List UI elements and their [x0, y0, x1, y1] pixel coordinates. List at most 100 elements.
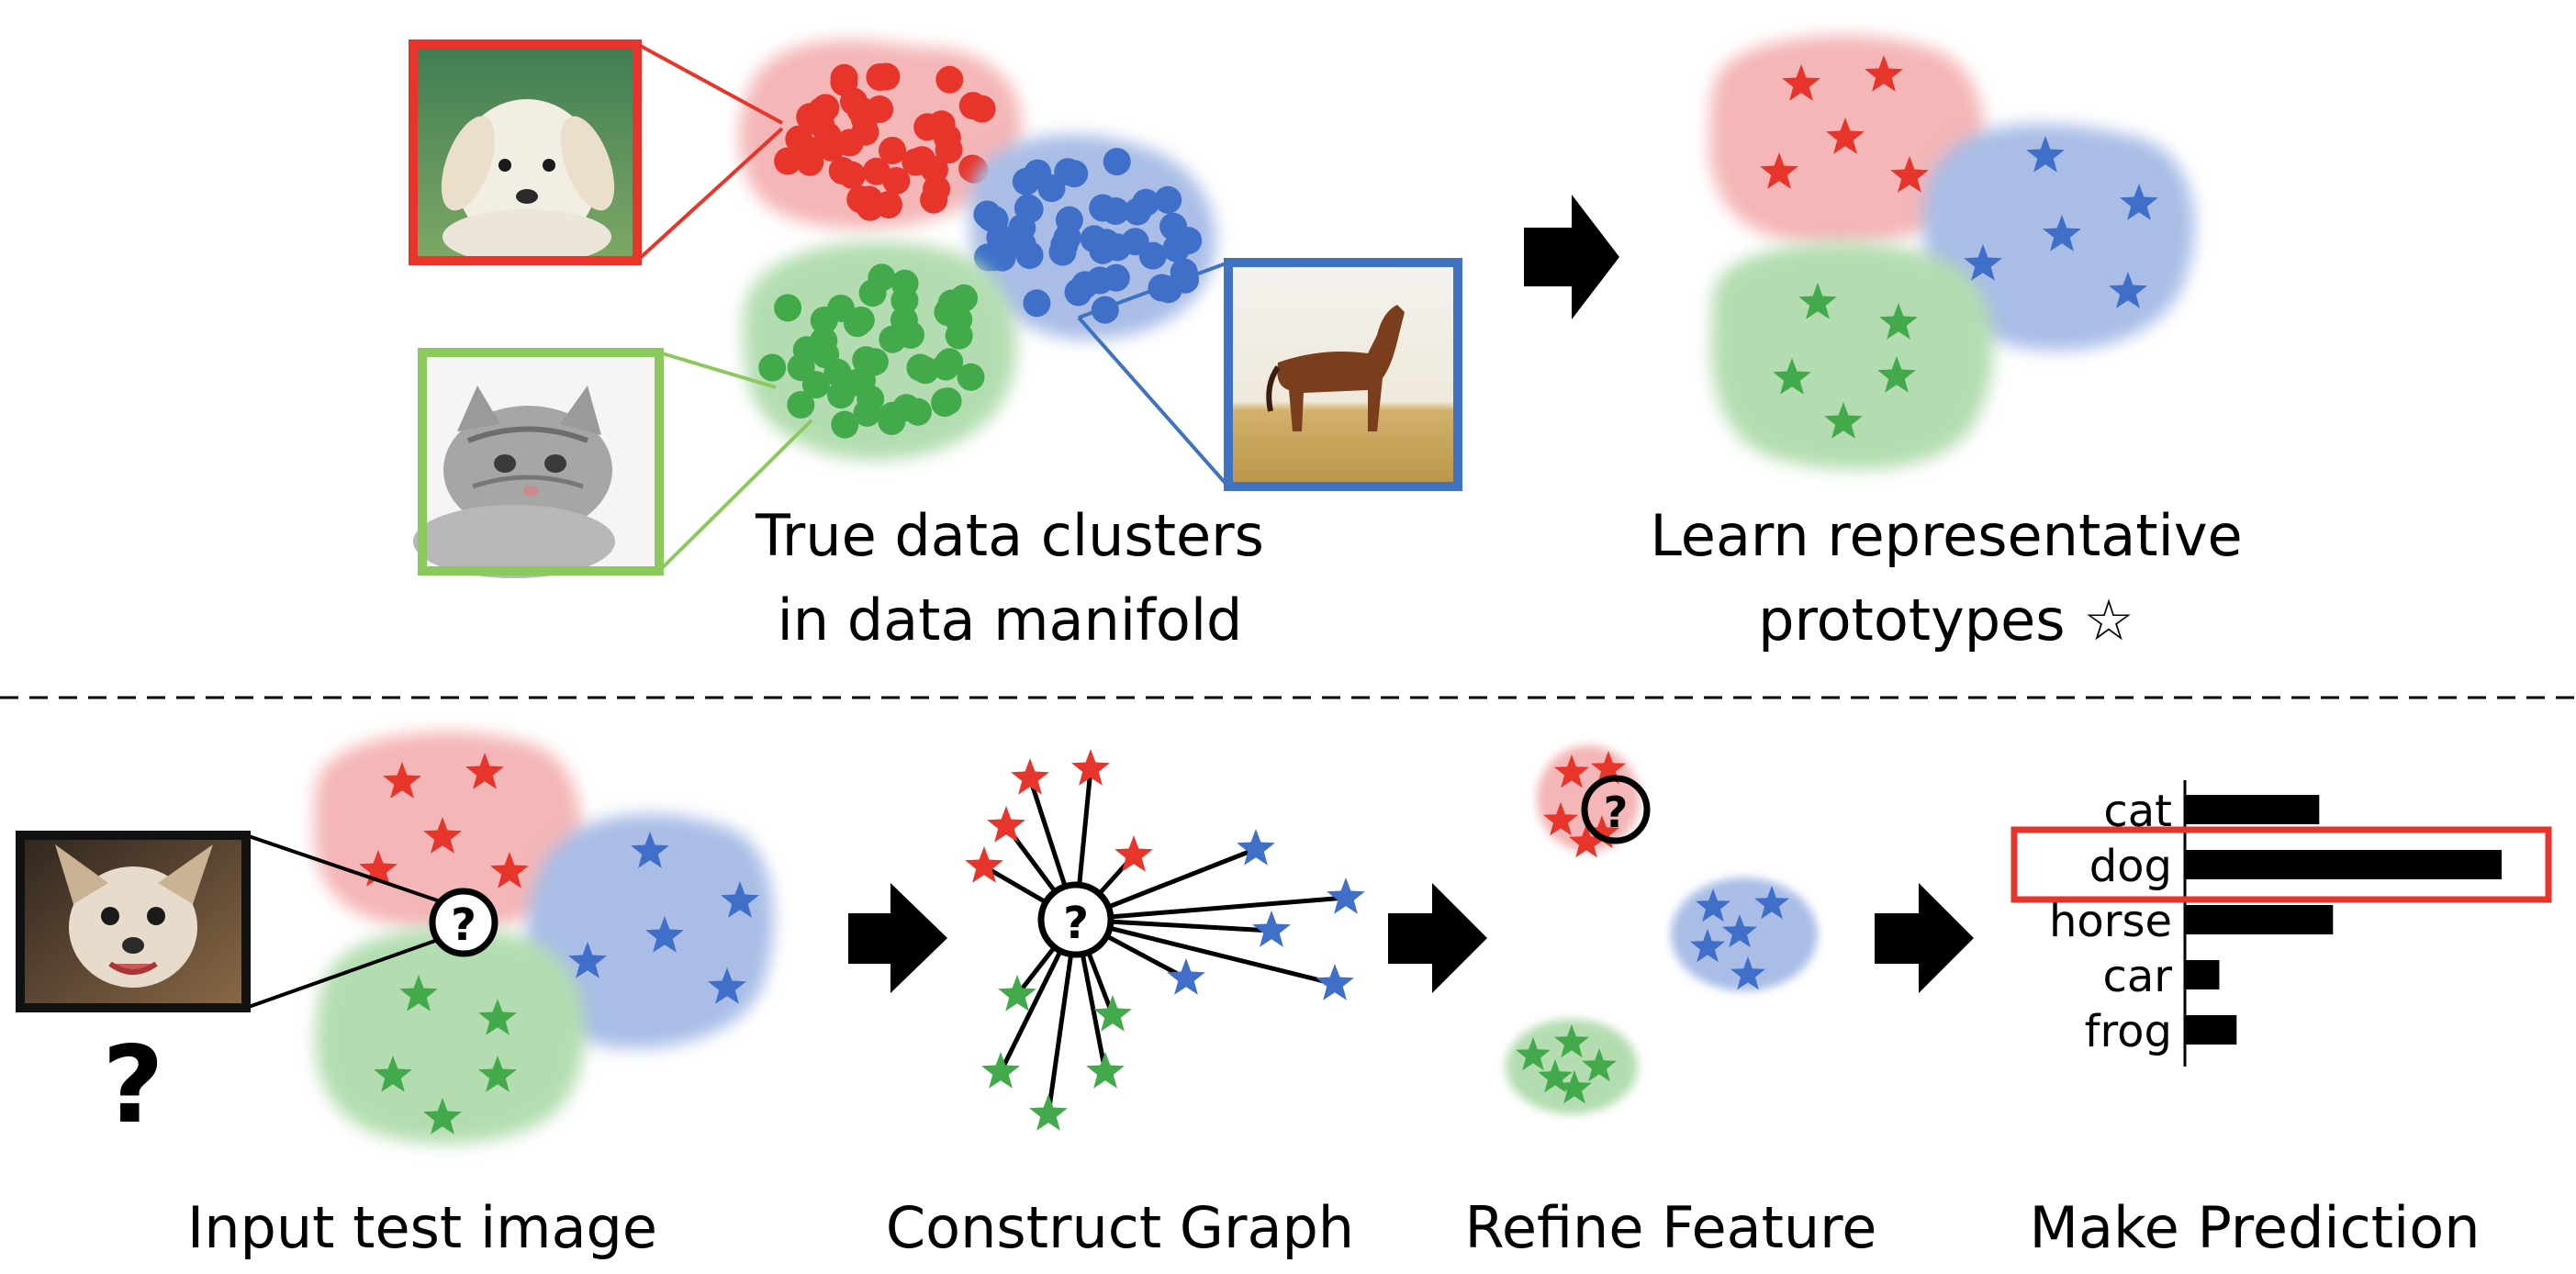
blue-star: [1696, 888, 1730, 922]
green-dot: [810, 327, 838, 355]
blue-star: [568, 942, 607, 978]
step-label-predict: Make Prediction: [2029, 1194, 2481, 1261]
green-dot: [787, 353, 815, 382]
bar-cat: [2185, 795, 2320, 824]
top-prototype-clusters: [1708, 35, 2195, 470]
green-star: [1557, 1070, 1592, 1104]
kitten-photo-icon: [413, 348, 664, 578]
red-dot: [812, 94, 840, 122]
red-star: [1585, 815, 1619, 849]
green-star: [1516, 1037, 1551, 1071]
blue-dot: [1089, 194, 1117, 222]
red-dot: [851, 117, 879, 146]
blue-dot: [1015, 241, 1044, 269]
graph-edge: [1075, 895, 1347, 922]
graph-star: [1316, 964, 1354, 1000]
red-dot: [902, 148, 930, 176]
test-photo-connector-lines: [245, 833, 449, 1010]
red-dot-points: [774, 62, 996, 221]
tick-label-horse: horse: [2049, 896, 2172, 947]
green-dot: [950, 284, 978, 312]
tick-label-car: car: [2102, 951, 2172, 1002]
blue-dot: [1154, 185, 1182, 214]
graph-star: [965, 846, 1003, 883]
blue-dot: [974, 243, 1002, 272]
graph-star: [1071, 749, 1110, 786]
red-star: [1782, 64, 1820, 101]
green-dot: [879, 401, 907, 430]
top-prototype-stars: [1760, 55, 2158, 439]
green-dot: [912, 356, 939, 385]
blue-star: [1754, 886, 1789, 920]
red-star: [1591, 751, 1626, 785]
bar-horse: [2185, 905, 2334, 934]
green-dot: [931, 387, 959, 416]
blue-dot: [1159, 212, 1188, 240]
red-star: [383, 762, 421, 799]
green-star: [478, 1056, 517, 1092]
green-star: [1538, 1059, 1573, 1093]
blue-star: [631, 832, 669, 868]
green-star: [399, 975, 438, 1011]
red-star: [1569, 824, 1604, 858]
input-prototype-stars: [359, 753, 759, 1134]
top-red-cluster: [739, 39, 1022, 229]
green-dot: [890, 269, 919, 297]
step-label-refine: Refine Feature: [1464, 1194, 1877, 1261]
green-dot: [945, 306, 973, 333]
blue-dot: [1060, 160, 1089, 188]
green-dot: [935, 348, 964, 376]
red-star: [490, 852, 529, 888]
right-arrow-icon: [1524, 195, 1619, 319]
red-star: [1543, 802, 1578, 836]
green-dot: [774, 294, 802, 322]
blue-dot: [1050, 230, 1079, 259]
blue-dot: [1008, 214, 1036, 241]
blue-dot-points: [973, 148, 1203, 324]
graph-star: [1252, 911, 1291, 947]
refined-test-node: [1581, 775, 1651, 844]
red-dot: [923, 174, 951, 203]
blue-dot: [1138, 241, 1167, 270]
graph-star: [1093, 995, 1132, 1032]
test-node-mark: ?: [451, 900, 476, 951]
top-green-cluster: [743, 241, 1017, 461]
graph-star: [1237, 829, 1275, 866]
blue-dot: [1162, 234, 1191, 263]
graph: ?: [965, 749, 1365, 1131]
refined-test-mark: ?: [1604, 788, 1629, 837]
red-dot: [830, 63, 858, 92]
blue-dot: [986, 224, 1014, 252]
green-dot: [879, 325, 907, 353]
green-star: [478, 999, 517, 1035]
red-dot: [856, 193, 884, 221]
graph-star: [998, 975, 1036, 1011]
puppy-photo-icon: [409, 39, 642, 265]
blue-star: [1730, 956, 1765, 990]
blue-dot: [1012, 167, 1040, 196]
red-dot: [879, 137, 906, 164]
graph-center-node: [1037, 881, 1114, 958]
blue-dot: [1132, 188, 1160, 217]
blue-dot: [1091, 296, 1119, 324]
blue-dot: [1023, 289, 1051, 318]
green-dot: [957, 363, 985, 391]
green-star: [1877, 356, 1916, 393]
red-dot: [838, 161, 866, 189]
red-star: [423, 817, 462, 854]
blue-dot: [1037, 174, 1066, 203]
green-dot: [903, 397, 932, 426]
red-star: [1760, 152, 1798, 189]
green-dot: [810, 307, 838, 334]
green-dot: [831, 410, 859, 439]
graph-star: [1114, 835, 1153, 872]
green-dot-points: [758, 263, 985, 439]
graph-star: [1327, 877, 1365, 914]
blue-star: [2109, 272, 2147, 308]
graph-star: [1029, 1094, 1068, 1131]
test-node: ?: [429, 888, 498, 957]
refined-stars: [1516, 751, 1789, 1104]
highlight-box: [2010, 826, 2552, 903]
